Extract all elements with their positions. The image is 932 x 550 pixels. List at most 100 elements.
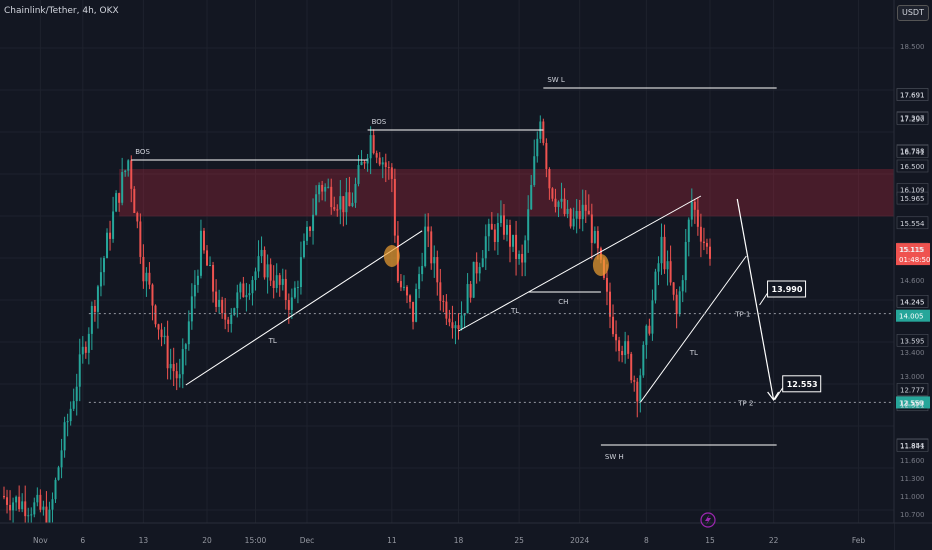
lightning-bolt xyxy=(705,515,711,525)
candle-body xyxy=(306,226,308,241)
candle-body xyxy=(490,223,493,230)
lightning-icon xyxy=(700,512,716,528)
candle-body xyxy=(272,280,275,288)
annotation-label: SW H xyxy=(605,453,624,461)
price-badge xyxy=(896,243,930,266)
candle-body xyxy=(260,249,263,257)
candle-body xyxy=(475,261,478,274)
candle-body xyxy=(278,275,281,285)
candle-body xyxy=(81,346,84,355)
candle-body xyxy=(430,231,433,264)
candle-body xyxy=(72,401,75,409)
candle-body xyxy=(318,185,321,195)
candle-body xyxy=(348,192,351,207)
candle-body xyxy=(296,287,299,289)
candle-body xyxy=(151,284,154,306)
candle-body xyxy=(218,299,221,307)
candle-body xyxy=(321,185,324,192)
candle-body xyxy=(605,277,608,292)
candle-body xyxy=(584,204,587,211)
candle-body xyxy=(48,509,51,529)
candle-body xyxy=(357,165,360,184)
time-tick: Dec xyxy=(300,536,315,545)
target-callout xyxy=(782,375,822,393)
candle-body xyxy=(24,501,27,517)
candle-body xyxy=(554,198,557,207)
candle-body xyxy=(90,305,93,334)
candle-body xyxy=(548,168,551,189)
candle-body xyxy=(139,221,142,257)
candle-body xyxy=(518,253,521,260)
candle-body xyxy=(621,351,624,356)
candle-body xyxy=(509,224,512,247)
time-tick: 11 xyxy=(387,536,397,545)
candle-body xyxy=(427,226,430,232)
candle-body xyxy=(618,340,621,352)
candle-body xyxy=(369,135,372,159)
candle-body xyxy=(172,364,175,372)
currency-button[interactable]: USDT xyxy=(897,5,929,21)
price-tick: 12.560 xyxy=(900,399,925,407)
candle-body xyxy=(327,186,330,188)
candle-body xyxy=(545,142,548,169)
candle-body xyxy=(581,204,584,220)
candle-body xyxy=(60,450,63,468)
price-tick: 11.854 xyxy=(900,442,925,450)
candle-body xyxy=(696,209,699,227)
candle-body xyxy=(484,236,487,259)
candle-body xyxy=(293,287,296,298)
candle-body xyxy=(705,243,708,247)
candle-body xyxy=(493,229,496,242)
candle-body xyxy=(227,319,230,324)
candle-body xyxy=(633,380,636,382)
price-tick: 15.116 xyxy=(900,246,925,254)
candle-body xyxy=(551,188,554,199)
price-badge xyxy=(896,309,930,322)
candle-body xyxy=(521,253,524,263)
candle-body xyxy=(181,349,184,375)
candle-body xyxy=(142,256,145,282)
candle-body xyxy=(51,499,54,510)
candle-body xyxy=(433,257,436,264)
annotation-label: TL xyxy=(689,349,698,357)
candle-body xyxy=(239,283,242,293)
candle-body xyxy=(399,281,402,288)
time-tick: Nov xyxy=(33,536,48,545)
price-tag xyxy=(896,333,929,347)
candle-body xyxy=(390,167,393,179)
candle-body xyxy=(472,261,475,298)
candle-body xyxy=(339,196,342,210)
candle-body xyxy=(263,249,266,278)
price-tick: 17.691 xyxy=(900,92,925,100)
candle-body xyxy=(333,207,336,210)
price-tick: 15.965 xyxy=(900,195,925,203)
candle-body xyxy=(587,210,590,215)
candle-body xyxy=(590,214,593,243)
candle-body xyxy=(627,341,630,354)
candle-body xyxy=(12,502,15,511)
candle-body xyxy=(133,188,136,214)
candle-body xyxy=(642,344,645,376)
time-tick: 25 xyxy=(514,536,524,545)
candle-body xyxy=(378,157,381,165)
candle-body xyxy=(639,375,642,402)
candle-body xyxy=(708,246,711,259)
candle-body xyxy=(178,374,181,379)
candle-body xyxy=(481,258,484,267)
time-tick: 20 xyxy=(202,536,212,545)
candle-body xyxy=(636,381,639,402)
callout-pointer xyxy=(759,292,768,306)
candle-body xyxy=(478,266,481,274)
candle-body xyxy=(690,201,693,220)
candle-body xyxy=(651,300,654,334)
candle-body xyxy=(436,257,439,283)
candle-body xyxy=(9,504,12,511)
candle-body xyxy=(193,284,196,297)
arrow-head-icon xyxy=(767,391,780,402)
candle-body xyxy=(27,515,30,517)
symbol-title: Chainlink/Tether, 4h, OKX xyxy=(4,6,119,16)
price-tick: 13.000 xyxy=(900,373,925,381)
price-tag xyxy=(896,383,929,396)
price-tick: 15.554 xyxy=(900,220,925,228)
